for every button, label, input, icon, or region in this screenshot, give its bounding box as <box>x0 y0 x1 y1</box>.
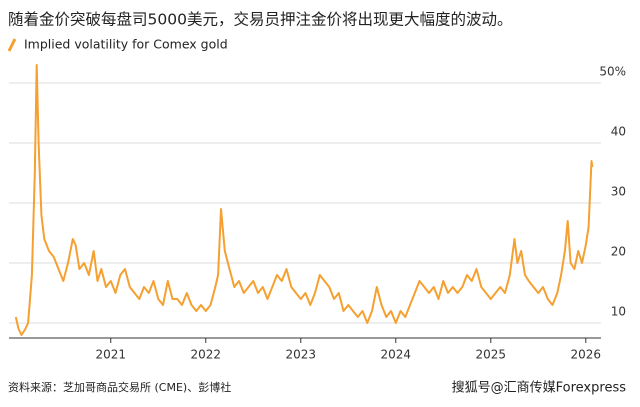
watermark: 搜狐号@汇商传媒Forexpress <box>452 381 627 396</box>
y-tick-label: 10 <box>611 305 626 319</box>
y-tick-label: 20 <box>611 245 626 259</box>
x-tick-label: 2023 <box>286 348 317 362</box>
y-tick-label: 40 <box>611 125 626 139</box>
chart-title: 随着金价突破每盘司5000美元，交易员押注金价将出现更大幅度的波动。 <box>8 10 512 29</box>
y-tick-label: 30 <box>611 185 626 199</box>
legend-swatch <box>7 38 17 52</box>
y-tick-label: 50% <box>599 65 626 79</box>
x-tick-label: 2026 <box>571 348 602 362</box>
source: 资料来源：芝加哥商品交易所 (CME)、彭博社 <box>8 380 231 394</box>
series-line <box>14 64 594 336</box>
x-tick-label: 2021 <box>95 348 126 362</box>
legend-label: Implied volatility for Comex gold <box>24 37 228 52</box>
x-tick-label: 2024 <box>381 348 412 362</box>
x-tick-label: 2025 <box>476 348 507 362</box>
x-tick-label: 2022 <box>190 348 221 362</box>
